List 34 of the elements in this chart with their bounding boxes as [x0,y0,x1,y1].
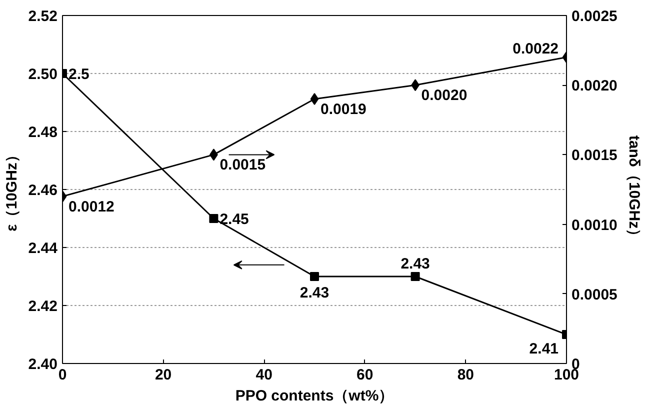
point [209,214,218,223]
y-tick-label: 2.42 [28,298,58,315]
data-label: 0.0020 [421,87,468,104]
y-axis-title: ε（10GHz） [3,148,20,232]
point [310,93,319,106]
y-tick-label: 2.52 [28,8,58,25]
y2-tick-label: 0.0010 [572,216,618,234]
data-label: 0.0012 [68,198,114,216]
x-axis-title: PPO contents（wt%） [235,388,394,404]
data-label: 2.41 [529,340,559,358]
y-tick-label: 2.44 [28,240,58,257]
data-label: 2.43 [400,256,430,272]
data-label: 0.0022 [512,40,559,58]
y2-axis-title: tanδ（10GHz） [625,135,642,244]
x-tick-label: 60 [356,366,374,384]
y-tick-label: 2.46 [28,182,58,199]
data-label: 0.0019 [320,101,366,118]
x-tick-label: 0 [58,366,67,384]
y2-tick-label: 0.0020 [572,78,618,95]
data-label: 2.5 [68,66,90,83]
point [410,272,420,281]
y2-tick-label: 0.0005 [572,286,618,304]
x-tick-label: 80 [457,366,474,384]
x-tick-label: 40 [256,366,272,384]
data-label: 2.43 [300,284,330,302]
y2-tick-label: 0.0015 [572,147,618,164]
point [310,272,319,281]
y-tick-label: 2.48 [28,124,58,141]
y-tick-label: 2.40 [28,356,58,373]
y-tick-label: 2.50 [28,66,58,83]
y2-tick-label: 0.0025 [572,8,618,25]
x-tick-label: 20 [154,366,172,384]
data-label: 2.45 [220,211,249,228]
data-label: 0.0015 [220,156,266,174]
